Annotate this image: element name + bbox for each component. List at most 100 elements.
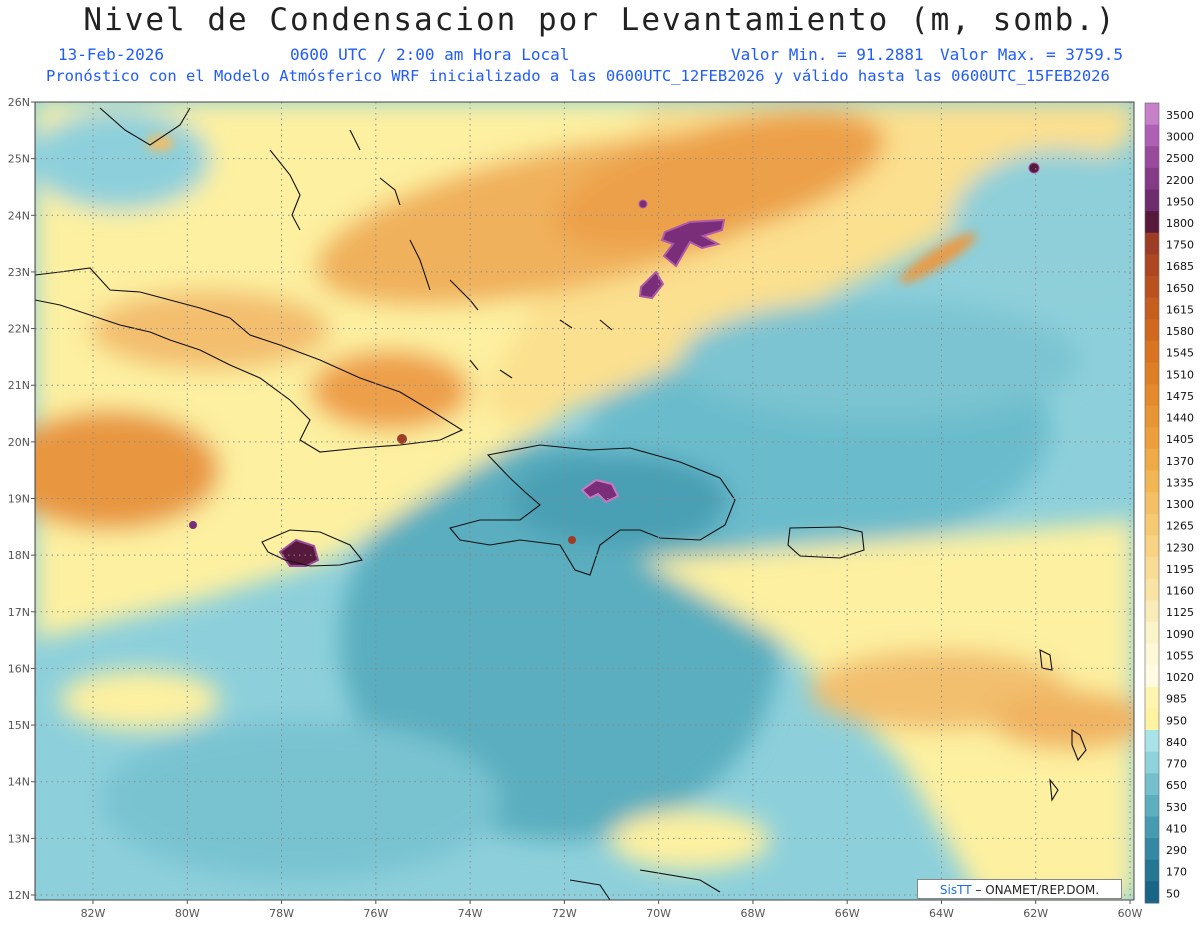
lat-tick-label: 15N [8,719,30,732]
lcl-peak [638,270,665,300]
legend-label: 1615 [1166,303,1194,316]
legend-label: 1800 [1166,217,1194,230]
map-title: Nivel de Condensacion por Levantamiento … [83,2,1117,38]
legend-swatch [1145,448,1159,472]
legend-label: 1265 [1166,520,1194,533]
legend-label: 1475 [1166,390,1194,403]
legend-label: 3000 [1166,131,1194,144]
legend-label: 1440 [1166,412,1194,425]
legend-swatch [1145,708,1159,731]
legend-label: 770 [1166,758,1187,771]
legend-label: 1580 [1166,325,1194,338]
legend-swatch [1145,232,1159,255]
legend-label: 1335 [1166,476,1194,489]
lcl-peak [397,434,407,444]
legend-label: 1160 [1166,585,1194,598]
legend-swatch [1145,146,1159,169]
lat-tick-label: 19N [8,493,30,506]
legend-swatch [1145,319,1159,342]
legend-label: 1055 [1166,649,1194,662]
legend-label: 1020 [1166,671,1194,684]
legend-label: 1405 [1166,433,1194,446]
legend-label: 1125 [1166,606,1194,619]
lat-tick-label: 18N [8,549,30,562]
map-frame [34,101,1135,901]
legend-swatch [1145,600,1159,623]
legend-swatch [1145,665,1159,688]
legend-swatch [1145,816,1159,839]
legend-label: 1950 [1166,195,1194,208]
legend-label: 530 [1166,801,1187,814]
legend-label: 1090 [1166,628,1194,641]
legend-swatch [1145,751,1159,774]
legend-swatch [1145,405,1159,428]
lon-tick-label: 62W [1023,907,1048,920]
lat-tick-label: 22N [8,323,30,336]
legend-swatch [1145,686,1159,709]
lcl-shaded-field [35,102,1134,900]
legend-frame [1144,102,1160,904]
legend-label: 1300 [1166,498,1194,511]
legend-swatch [1145,535,1159,558]
legend-label: 650 [1166,779,1187,792]
legend-swatch [1145,384,1159,407]
legend-swatch [1145,189,1159,212]
sistt-logo: SisTT [939,883,972,897]
legend-label: 3500 [1166,109,1194,122]
legend-label: 170 [1166,866,1187,879]
legend-label: 1230 [1166,541,1194,554]
forecast-date: 13-Feb-2026 [58,45,164,64]
legend-swatch [1145,794,1159,818]
lon-tick-label: 64W [929,907,954,920]
legend-label: 1195 [1166,563,1194,576]
legend-label: 1370 [1166,455,1194,468]
legend-swatch [1145,470,1159,493]
legend-label: 290 [1166,844,1187,857]
legend-label: 2500 [1166,152,1194,165]
max-value: Valor Max. = 3759.5 [940,45,1124,64]
lat-tick-label: 26N [8,96,30,109]
legend-swatch [1145,297,1159,320]
legend-label: 2200 [1166,174,1194,187]
lcl-peak [580,478,620,504]
legend-swatch [1145,362,1159,385]
lcl-peak [638,199,648,209]
lat-lon-grid [35,102,1134,900]
lcl-peak [1028,162,1040,174]
credit-box: SisTT – ONAMET/REP.DOM. [917,879,1122,899]
lcl-peak [278,538,320,567]
lon-tick-label: 66W [835,907,860,920]
legend-swatch [1145,103,1159,126]
legend-swatch [1145,124,1159,147]
legend-swatch [1145,427,1159,450]
lon-tick-label: 76W [363,907,388,920]
lon-tick-label: 72W [552,907,577,920]
lon-tick-label: 74W [458,907,483,920]
color-legend: 3500 3000 2500 2200 1950 1800 1750 1685 1650 1615… [1144,102,1194,904]
lat-tick-label: 20N [8,436,30,449]
legend-swatch [1145,340,1159,363]
legend-label: 1510 [1166,368,1194,381]
lon-tick-label: 82W [81,907,106,920]
legend-label: 410 [1166,822,1187,835]
legend-label: 1750 [1166,239,1194,252]
legend-label: 840 [1166,736,1187,749]
legend-label: 50 [1166,887,1180,900]
legend-swatch [1145,859,1159,882]
legend-label: 950 [1166,714,1187,727]
legend-swatch [1145,621,1159,645]
forecast-subtitle: Pronóstico con el Modelo Atmósferico WRF… [46,67,1110,85]
legend-swatch [1145,643,1159,666]
legend-swatch [1145,578,1159,601]
latitude-axis: 26N 25N 24N 23N 22N 21N 20N 19N 18N 17N 16N 15N 14N 1… [8,96,35,902]
legend-swatch [1145,513,1159,536]
lon-tick-label: 70W [646,907,671,920]
legend-swatch [1145,167,1159,190]
longitude-axis: 82W 80W 78W 76W 74W 72W 70W 68W 66W 64W 62W 60W [81,900,1143,920]
lon-tick-label: 60W [1118,907,1143,920]
lcl-peak [660,218,726,268]
lon-tick-label: 68W [740,907,765,920]
legend-label: 1685 [1166,260,1194,273]
lat-tick-label: 21N [8,379,30,392]
